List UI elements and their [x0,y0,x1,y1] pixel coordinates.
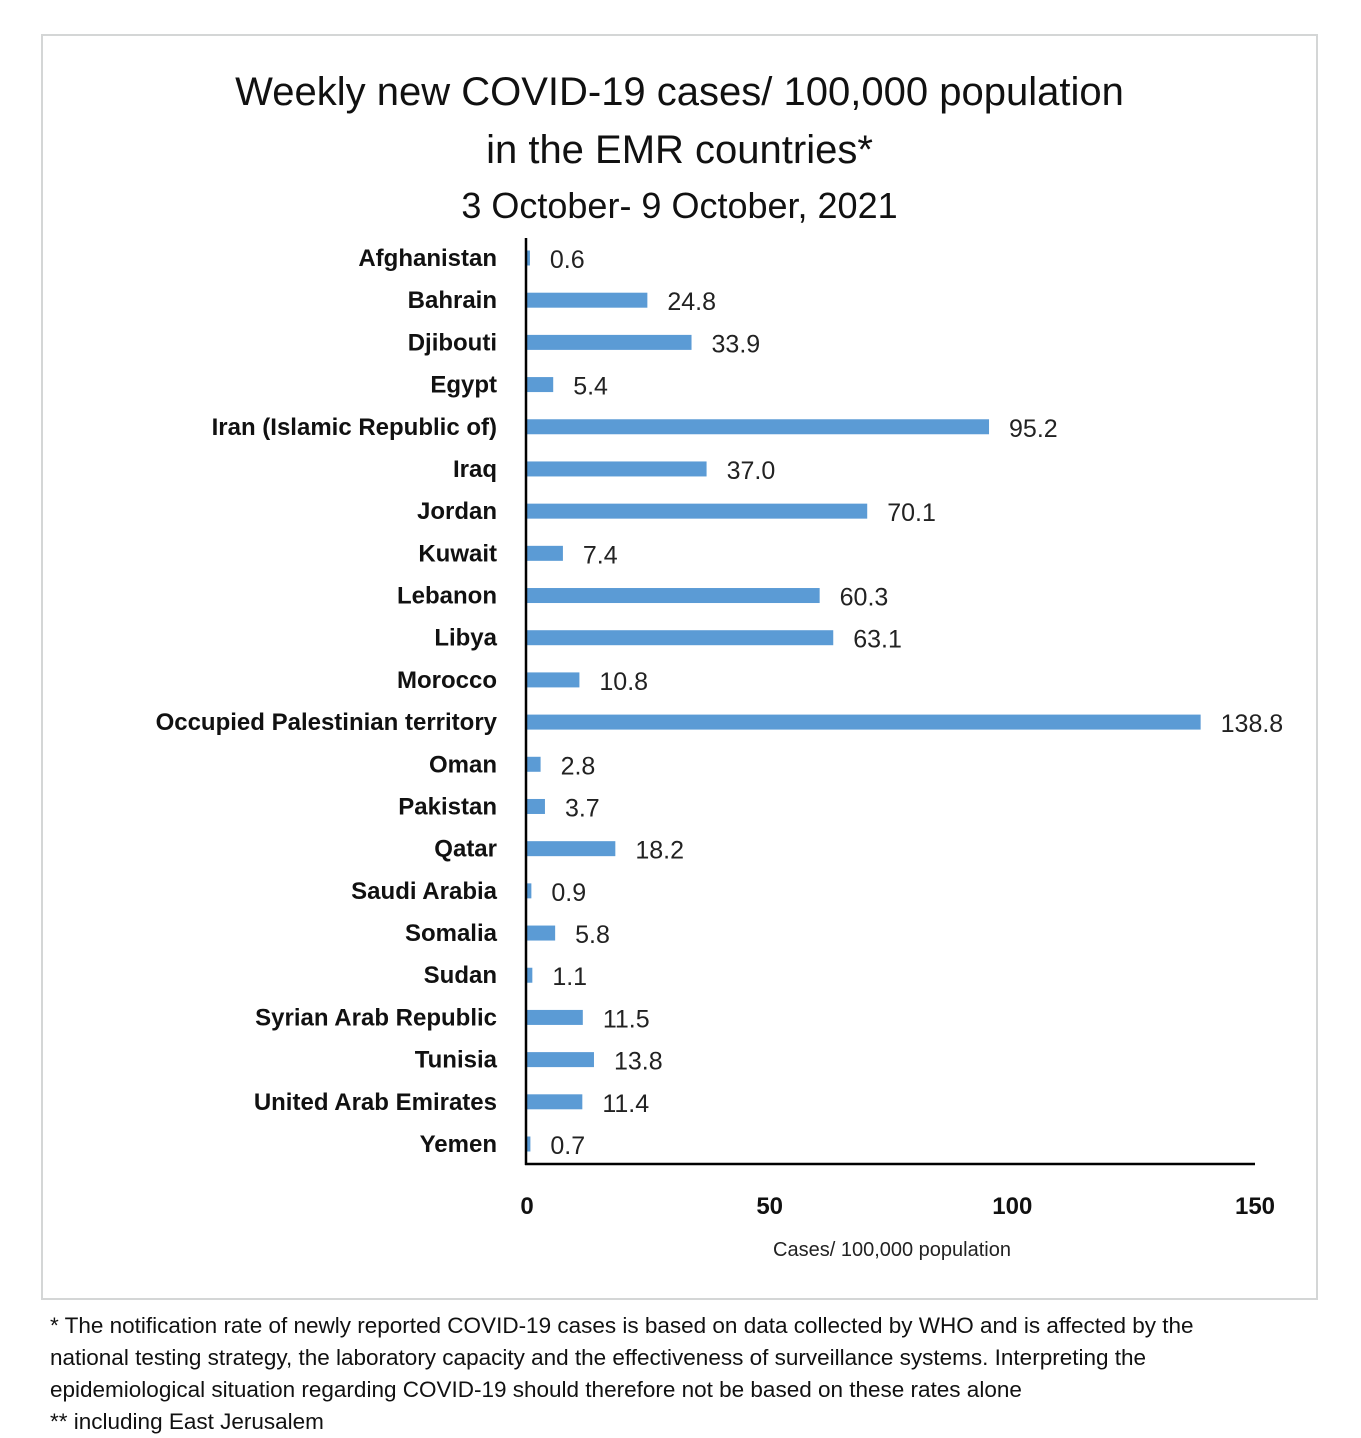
category-label: Afghanistan [358,245,497,272]
bar [527,1052,594,1068]
value-label: 3.7 [565,794,600,822]
bar [527,672,580,688]
value-label: 63.1 [853,626,902,654]
value-label: 138.8 [1221,710,1284,738]
value-label: 37.0 [727,457,776,485]
bar [527,630,834,646]
category-label: Lebanon [397,583,497,610]
category-label: Qatar [434,836,497,863]
value-label: 1.1 [552,963,587,991]
bar [527,461,707,477]
category-label: Bahrain [408,287,497,314]
value-label: 95.2 [1009,415,1058,443]
category-label: Iraq [453,456,497,483]
category-label: Occupied Palestinian territory [156,709,498,736]
category-label: Jordan [417,498,497,525]
value-label: 5.4 [573,373,608,401]
bar [527,545,563,561]
chart-frame [41,34,1318,1300]
footnote-line-4: ** including East Jerusalem [50,1409,324,1434]
value-label: 24.8 [667,288,716,316]
value-label: 11.5 [603,1005,650,1033]
category-label: United Arab Emirates [254,1089,497,1116]
footnote-line-1: * The notification rate of newly reporte… [50,1313,1194,1338]
bar [527,503,868,519]
category-label: Pakistan [398,793,497,820]
value-label: 7.4 [583,541,618,569]
bar [527,250,530,266]
bar [527,883,532,899]
x-tick-label: 100 [992,1193,1032,1220]
value-label: 33.9 [712,330,761,358]
chart-subtitle: 3 October- 9 October, 2021 [461,185,898,226]
value-label: 13.8 [614,1048,663,1076]
category-label: Djibouti [408,329,497,356]
x-tick-label: 50 [756,1193,783,1220]
value-label: 10.8 [599,668,648,696]
chart-title-line2: in the EMR countries* [486,128,873,172]
bar [527,841,616,857]
value-label: 5.8 [575,921,610,949]
footnote-line-3: epidemiological situation regarding COVI… [50,1377,1022,1402]
x-tick-label: 150 [1235,1193,1275,1220]
bar [527,1009,583,1025]
category-label: Somalia [405,920,498,947]
value-label: 70.1 [887,499,936,527]
value-label: 0.7 [550,1132,585,1160]
bar [527,925,556,941]
bar [527,419,990,435]
x-tick-label: 0 [520,1193,533,1220]
category-label: Yemen [420,1131,497,1158]
bar [527,334,692,350]
bar [527,967,533,983]
bar [527,798,545,814]
bar [527,1136,531,1152]
bar-chart: Afghanistan Bahrain Djibouti Egypt Iran (Isl… [156,238,1284,1261]
category-label: Oman [429,751,497,778]
value-label: 60.3 [840,584,889,612]
bar [527,588,820,604]
chart-title: Weekly new COVID-19 cases/ 100,000 popul… [235,70,1124,114]
category-label: Egypt [430,372,497,399]
footnote-line-2: national testing strategy, the laborator… [50,1345,1147,1370]
value-label: 2.8 [561,752,596,780]
value-label: 0.9 [551,879,586,907]
x-axis-label: Cases/ 100,000 population [773,1239,1011,1261]
category-label: Kuwait [418,540,497,567]
category-label: Iran (Islamic Republic of) [212,414,497,441]
category-label: Saudi Arabia [351,878,497,905]
category-label: Syrian Arab Republic [255,1004,497,1031]
value-label: 11.4 [602,1090,649,1118]
bar [527,377,554,393]
bar [527,714,1201,730]
category-label: Sudan [424,962,497,989]
value-label: 0.6 [550,246,585,274]
category-label: Libya [434,625,497,652]
bar [527,1094,583,1110]
category-label: Tunisia [415,1047,498,1074]
bar [527,292,648,308]
value-label: 18.2 [635,837,684,865]
bar [527,756,541,772]
category-label: Morocco [397,667,497,694]
